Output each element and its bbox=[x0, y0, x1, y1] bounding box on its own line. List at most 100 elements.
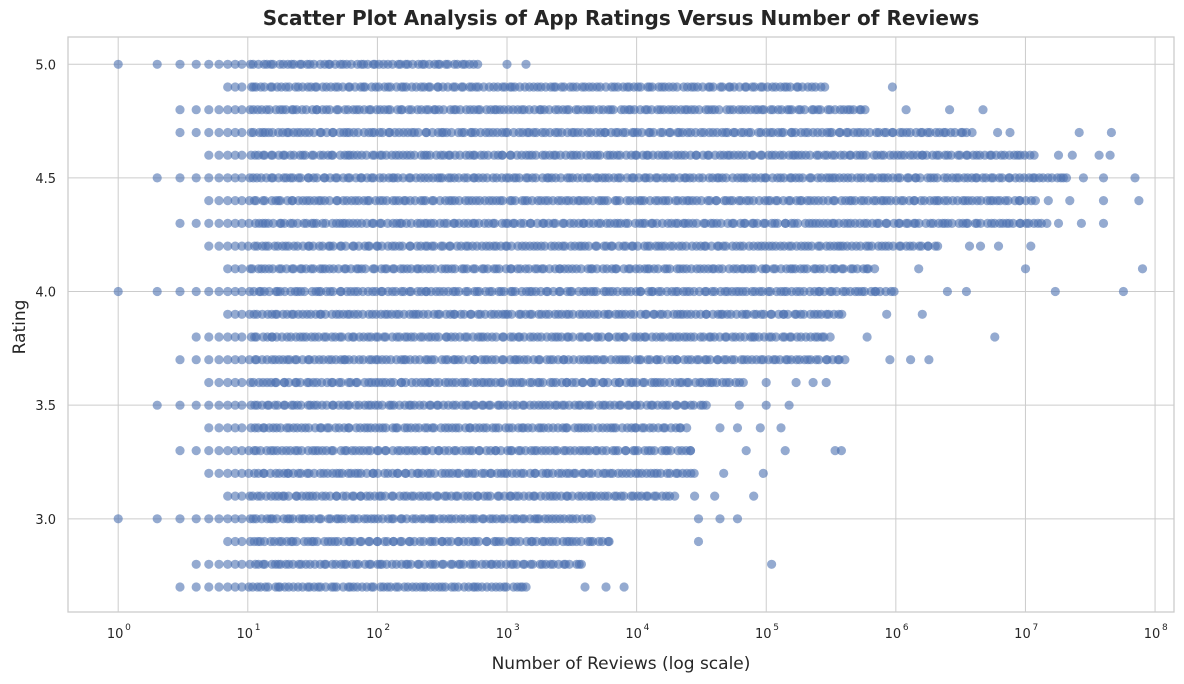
data-point bbox=[528, 559, 538, 569]
data-point bbox=[1053, 218, 1064, 228]
data-point bbox=[601, 446, 612, 456]
data-point bbox=[237, 468, 247, 478]
data-point bbox=[175, 582, 185, 592]
x-tick-exponent: 2 bbox=[384, 623, 390, 633]
data-point bbox=[275, 196, 285, 206]
data-point bbox=[336, 377, 346, 388]
data-point bbox=[475, 105, 485, 115]
data-point bbox=[836, 446, 847, 456]
data-point bbox=[521, 582, 531, 592]
data-point bbox=[1098, 196, 1109, 206]
y-tick-label: 5.0 bbox=[35, 58, 56, 73]
data-point bbox=[814, 355, 824, 365]
data-point bbox=[364, 196, 374, 206]
data-point bbox=[397, 105, 407, 115]
data-point bbox=[237, 196, 247, 206]
x-tick-label: 10 bbox=[625, 627, 642, 642]
data-point bbox=[204, 559, 214, 569]
data-point bbox=[570, 468, 581, 478]
data-point bbox=[443, 59, 453, 69]
data-point bbox=[152, 514, 162, 524]
data-point bbox=[214, 59, 224, 69]
data-point bbox=[214, 286, 224, 297]
data-point bbox=[435, 309, 445, 319]
data-point bbox=[321, 218, 331, 228]
data-point bbox=[405, 241, 415, 251]
data-point bbox=[633, 446, 643, 456]
data-point bbox=[649, 446, 660, 456]
data-point bbox=[230, 468, 240, 478]
data-point bbox=[721, 173, 731, 183]
data-point bbox=[468, 446, 478, 456]
data-point bbox=[767, 559, 777, 569]
data-point bbox=[463, 286, 473, 297]
data-point bbox=[738, 377, 748, 388]
data-point bbox=[498, 536, 508, 547]
y-axis-label: Rating bbox=[10, 300, 30, 355]
data-point bbox=[237, 173, 247, 183]
data-point bbox=[587, 400, 597, 410]
data-point bbox=[889, 286, 899, 297]
data-point bbox=[446, 536, 456, 547]
data-point bbox=[830, 446, 840, 456]
data-point bbox=[499, 286, 509, 297]
data-point bbox=[175, 59, 185, 69]
data-point bbox=[462, 377, 472, 388]
data-point bbox=[515, 536, 525, 547]
data-point bbox=[230, 264, 240, 274]
data-point bbox=[237, 82, 247, 92]
data-point bbox=[321, 559, 331, 569]
data-point bbox=[608, 105, 618, 115]
x-tick-label: 10 bbox=[755, 627, 772, 642]
data-point bbox=[214, 377, 224, 388]
data-point bbox=[308, 264, 319, 274]
data-point bbox=[874, 218, 884, 228]
data-point bbox=[494, 423, 504, 433]
data-point bbox=[214, 150, 224, 160]
data-point bbox=[369, 218, 379, 228]
data-point bbox=[708, 82, 718, 92]
data-point bbox=[592, 241, 602, 251]
data-point bbox=[714, 105, 724, 115]
data-point bbox=[237, 514, 247, 524]
data-point bbox=[397, 241, 408, 251]
data-point bbox=[191, 218, 201, 228]
data-point bbox=[332, 491, 342, 501]
data-point bbox=[223, 423, 233, 433]
data-point bbox=[191, 446, 201, 456]
data-point bbox=[915, 173, 925, 183]
data-point bbox=[975, 241, 986, 251]
data-point bbox=[289, 264, 299, 274]
data-point bbox=[712, 196, 722, 206]
data-point bbox=[385, 105, 395, 115]
data-point bbox=[619, 582, 629, 592]
data-point bbox=[381, 332, 391, 342]
data-point bbox=[942, 286, 953, 297]
data-point bbox=[758, 468, 768, 478]
data-point bbox=[191, 127, 201, 138]
data-point bbox=[113, 514, 123, 524]
data-point bbox=[692, 218, 702, 228]
data-point bbox=[191, 332, 201, 342]
data-point bbox=[251, 332, 261, 342]
data-point bbox=[621, 446, 631, 456]
data-point bbox=[471, 514, 481, 524]
x-tick-exponent: 4 bbox=[644, 623, 650, 633]
data-point bbox=[672, 400, 682, 410]
data-point bbox=[223, 173, 233, 183]
data-point bbox=[214, 559, 224, 569]
data-point bbox=[470, 264, 480, 274]
data-point bbox=[914, 264, 924, 274]
data-point bbox=[538, 377, 548, 388]
data-point bbox=[223, 196, 233, 206]
data-point bbox=[259, 536, 269, 547]
data-point bbox=[603, 491, 613, 501]
data-point bbox=[223, 446, 233, 456]
data-point bbox=[223, 127, 233, 138]
data-point bbox=[636, 355, 646, 365]
data-point bbox=[689, 400, 699, 410]
data-point bbox=[223, 468, 233, 478]
data-point bbox=[152, 286, 162, 297]
x-tick-exponent: 1 bbox=[255, 623, 261, 633]
data-point bbox=[152, 59, 162, 69]
